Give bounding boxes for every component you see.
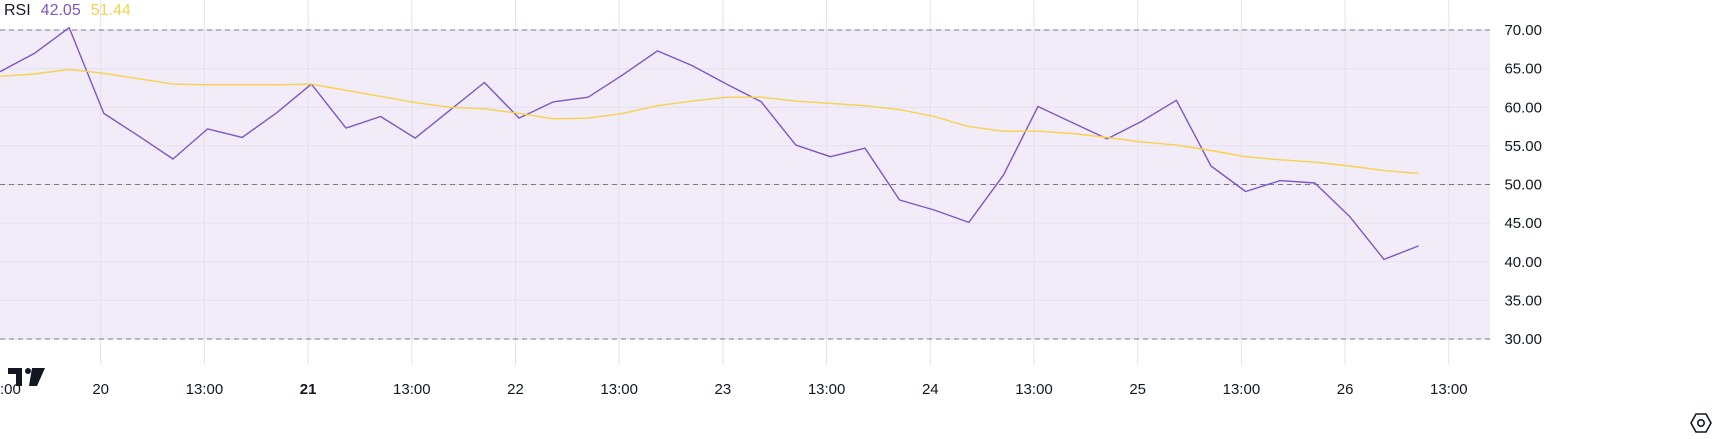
- x-tick-label: 13:00: [1223, 381, 1261, 398]
- x-tick-label: 26: [1337, 381, 1354, 398]
- y-tick-label: 70.00: [1504, 22, 1542, 39]
- x-tick-label: 13:00: [1015, 381, 1053, 398]
- x-tick-label: 25: [1129, 381, 1146, 398]
- x-tick-label: 22: [507, 381, 524, 398]
- x-tick-label: 24: [922, 381, 939, 398]
- x-tick-label: 13:00: [808, 381, 846, 398]
- x-tick-label: :00: [0, 381, 21, 398]
- x-tick-label: 13:00: [1430, 381, 1468, 398]
- y-tick-label: 40.00: [1504, 254, 1542, 271]
- x-tick-label: 13:00: [600, 381, 638, 398]
- indicator-name[interactable]: RSI: [4, 2, 31, 19]
- y-tick-label: 35.00: [1504, 292, 1542, 309]
- y-tick-label: 65.00: [1504, 61, 1542, 78]
- rsi-line[interactable]: [0, 27, 1419, 261]
- x-tick-label: 21: [300, 381, 317, 398]
- y-tick-label: 45.00: [1504, 215, 1542, 232]
- settings-icon[interactable]: [1690, 412, 1712, 434]
- rsi-ma-line[interactable]: [0, 68, 1419, 175]
- y-tick-label: 55.00: [1504, 138, 1542, 155]
- x-tick-label: 13:00: [393, 381, 431, 398]
- y-tick-label: 60.00: [1504, 99, 1542, 116]
- x-tick-label: 23: [715, 381, 732, 398]
- x-tick-label: 20: [92, 381, 109, 398]
- y-tick-label: 50.00: [1504, 177, 1542, 194]
- rsi-value: 42.05: [40, 2, 81, 19]
- y-tick-label: 30.00: [1504, 331, 1542, 348]
- x-tick-label: 13:00: [186, 381, 224, 398]
- tradingview-logo-icon[interactable]: [8, 366, 48, 388]
